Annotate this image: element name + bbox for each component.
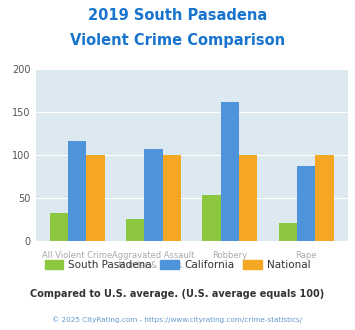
Bar [86, 155, 105, 241]
Bar [144, 149, 163, 241]
Text: Compared to U.S. average. (U.S. average equals 100): Compared to U.S. average. (U.S. average … [31, 289, 324, 299]
Text: © 2025 CityRating.com - https://www.cityrating.com/crime-statistics/: © 2025 CityRating.com - https://www.city… [53, 317, 302, 323]
Bar [297, 166, 315, 241]
Bar [68, 141, 86, 241]
Bar [50, 214, 68, 241]
Text: 2019 South Pasadena: 2019 South Pasadena [88, 8, 267, 23]
Bar [279, 223, 297, 241]
Bar [239, 155, 257, 241]
Bar [163, 155, 181, 241]
Text: Violent Crime Comparison: Violent Crime Comparison [70, 33, 285, 48]
Bar [315, 155, 334, 241]
Bar [126, 218, 144, 241]
Bar [202, 195, 221, 241]
Legend: South Pasadena, California, National: South Pasadena, California, National [40, 256, 315, 275]
Bar [221, 102, 239, 241]
